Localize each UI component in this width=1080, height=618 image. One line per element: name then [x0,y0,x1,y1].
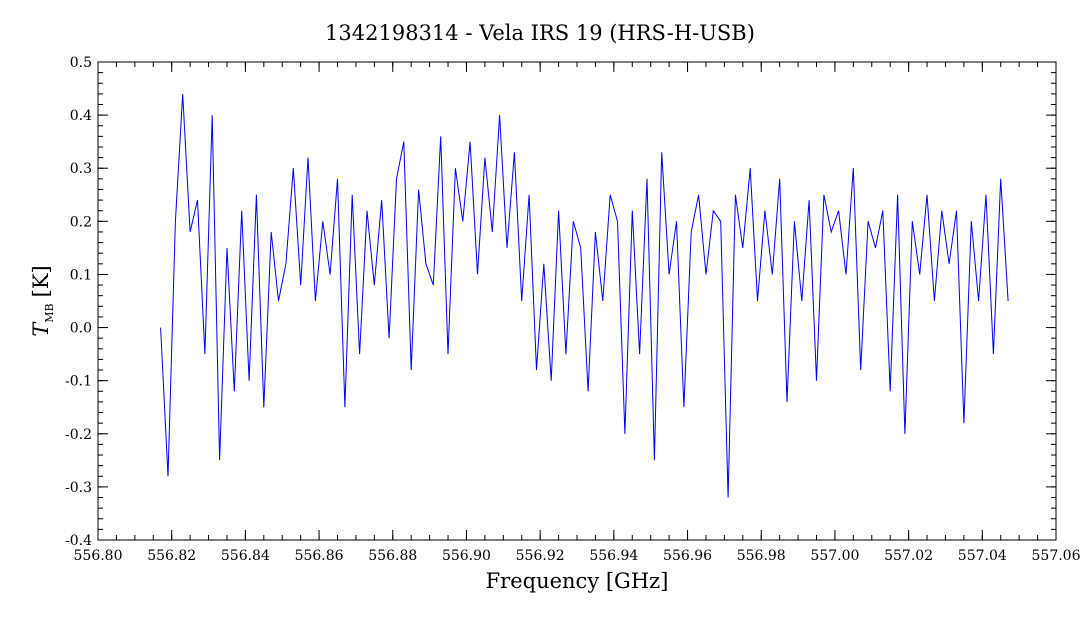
x-tick-label: 556.82 [147,548,196,564]
x-tick-label: 557.02 [884,548,933,564]
y-tick-label: -0.4 [65,533,92,549]
y-axis-symbol: T [29,321,53,337]
y-tick-label: -0.1 [65,374,92,390]
x-tick-label: 557.06 [1032,548,1080,564]
y-tick-label: 0.5 [70,55,92,71]
x-tick-labels: 556.80 556.82 556.84 556.86 556.88 556.90 556.… [74,548,1080,564]
x-tick-label: 556.98 [737,548,786,564]
x-tick-label: 556.84 [221,548,270,564]
x-tick-label: 556.86 [295,548,344,564]
axis-ticks [97,61,1057,541]
y-tick-labels: -0.4 -0.3 -0.2 -0.1 0.0 0.1 0.2 0.3 0.4 0.5 [65,55,92,549]
x-tick-label: 556.96 [663,548,712,564]
plot-frame [97,61,1057,541]
y-tick-label: -0.2 [65,427,92,443]
y-tick-label: 0.2 [70,214,92,230]
spectrum-line [160,93,1009,498]
x-tick-label: 556.94 [589,548,638,564]
y-axis-unit: [K] [29,265,53,297]
y-axis-title: TMB [K] [29,265,56,336]
x-tick-label: 556.90 [442,548,491,564]
chart-title: 1342198314 - Vela IRS 19 (HRS-H-USB) [325,21,755,45]
x-axis-title: Frequency [GHz] [486,569,669,593]
x-tick-label: 556.80 [74,548,123,564]
y-tick-label: 0.0 [70,321,92,337]
y-tick-label: 0.4 [70,108,92,124]
svg-text:TMB[K]: TMB [K] [29,265,56,336]
y-axis-subscript: MB [43,303,56,322]
x-tick-label: 556.88 [368,548,417,564]
y-tick-label: -0.3 [65,480,92,496]
x-tick-label: 557.00 [810,548,859,564]
y-tick-label: 0.1 [70,267,92,283]
x-tick-label: 556.92 [516,548,565,564]
x-tick-label: 557.04 [958,548,1007,564]
y-tick-label: 0.3 [70,161,92,177]
